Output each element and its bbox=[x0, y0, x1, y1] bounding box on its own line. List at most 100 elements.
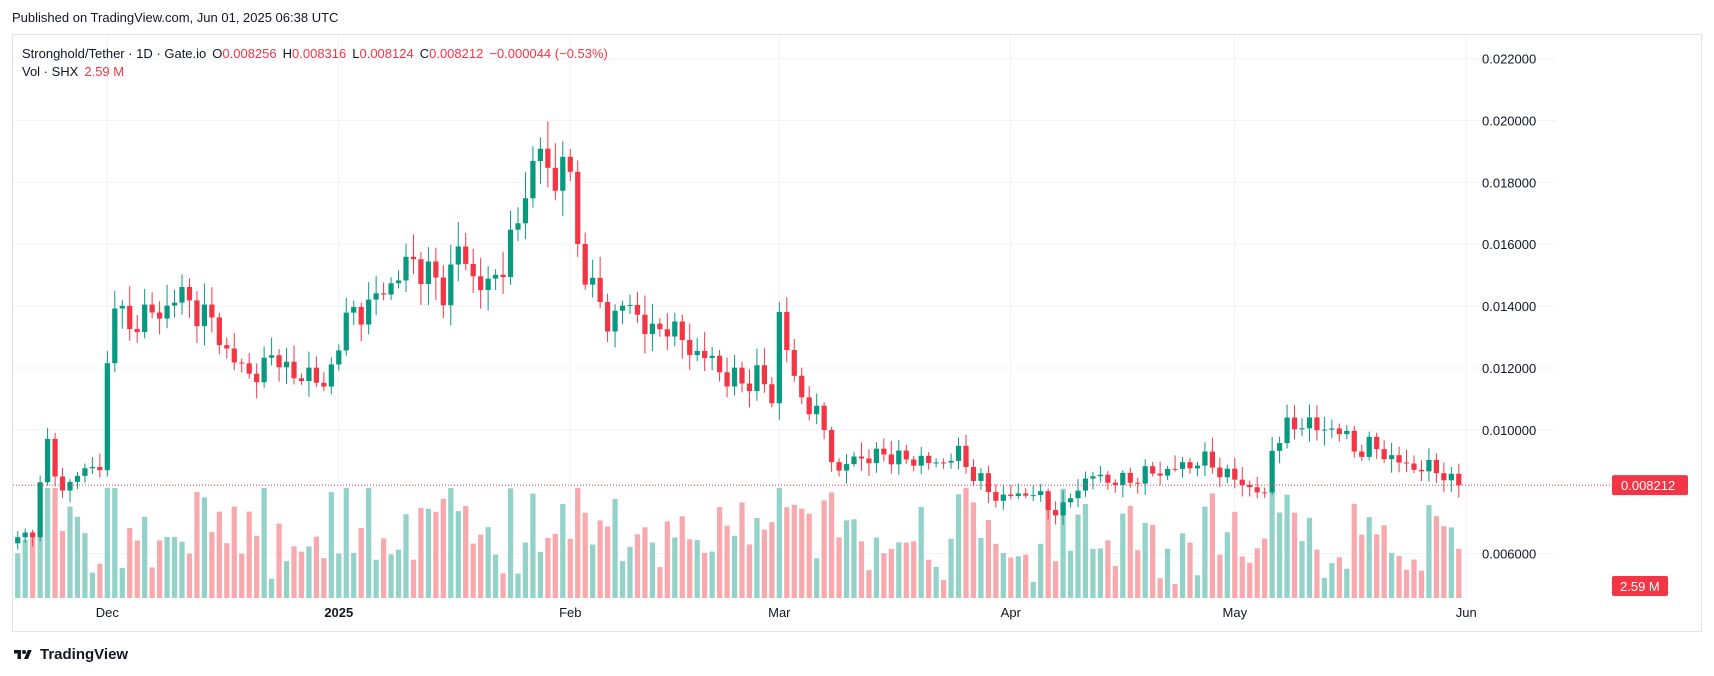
candle-body bbox=[201, 304, 208, 327]
candle-body bbox=[1366, 436, 1372, 457]
volume-bar bbox=[1172, 584, 1178, 598]
volume-bar bbox=[1164, 548, 1171, 598]
volume-bar bbox=[731, 535, 738, 598]
volume-bar bbox=[52, 488, 58, 598]
candle-body bbox=[1262, 492, 1268, 494]
candle-body bbox=[687, 340, 693, 356]
candle-body bbox=[351, 306, 357, 313]
volume-bar bbox=[1030, 581, 1036, 598]
candle-body bbox=[276, 355, 282, 368]
candle-body bbox=[224, 345, 230, 349]
candle-body bbox=[507, 229, 514, 278]
volume-bar bbox=[1008, 557, 1014, 598]
candle-body bbox=[97, 467, 103, 471]
candle-body bbox=[731, 367, 738, 387]
candle-body bbox=[1067, 498, 1074, 503]
volume-bar bbox=[156, 540, 163, 598]
legend-open-label: O bbox=[212, 46, 223, 61]
candle-body bbox=[843, 464, 850, 471]
candle-body bbox=[590, 277, 596, 285]
candle-body bbox=[268, 355, 275, 358]
candle-body bbox=[881, 448, 887, 455]
y-tick-label: 0.006000 bbox=[1482, 547, 1536, 562]
volume-bar bbox=[1291, 512, 1298, 598]
candle-body bbox=[873, 448, 880, 464]
volume-bar bbox=[1411, 559, 1417, 598]
candle-body bbox=[112, 308, 118, 364]
volume-bar bbox=[1374, 534, 1380, 598]
volume-bar bbox=[560, 504, 566, 598]
volume-bar bbox=[164, 536, 170, 598]
candle-body bbox=[560, 156, 566, 191]
candle-body bbox=[1038, 491, 1044, 496]
candle-body bbox=[366, 299, 372, 325]
candle-body bbox=[1209, 451, 1216, 468]
volume-bar bbox=[1426, 505, 1432, 598]
candle-body bbox=[530, 161, 536, 199]
volume-bar bbox=[791, 504, 797, 598]
candle-body bbox=[582, 243, 588, 285]
volume-bar bbox=[948, 538, 954, 598]
candle-body bbox=[1329, 428, 1335, 430]
candle-body bbox=[59, 476, 66, 491]
legend-volume-label[interactable]: Vol · SHX bbox=[22, 64, 79, 79]
volume-bar bbox=[485, 527, 491, 598]
volume-bar bbox=[1082, 504, 1089, 598]
candle-body bbox=[1090, 476, 1096, 479]
volume-bar bbox=[15, 553, 21, 598]
volume-bar bbox=[1224, 532, 1230, 598]
candle-body bbox=[702, 350, 708, 359]
candle-body bbox=[769, 384, 775, 404]
candle-body bbox=[537, 148, 544, 162]
x-tick-label: Feb bbox=[559, 605, 581, 620]
volume-bar bbox=[1388, 552, 1395, 598]
candle-body bbox=[164, 305, 170, 319]
legend-close-value: 0.008212 bbox=[429, 46, 484, 61]
candle-body bbox=[1276, 443, 1283, 451]
candle-body bbox=[403, 256, 409, 281]
candle-body bbox=[209, 304, 215, 318]
candle-body bbox=[1247, 484, 1253, 488]
candle-body bbox=[291, 361, 297, 379]
x-tick-label: Jun bbox=[1456, 605, 1477, 620]
candle-body bbox=[612, 310, 618, 332]
candle-body bbox=[1433, 460, 1440, 474]
volume-bar bbox=[1000, 553, 1006, 598]
volume-bar bbox=[1038, 543, 1044, 598]
volume-bar bbox=[1015, 556, 1021, 598]
volume-bar bbox=[1135, 550, 1141, 598]
volume-bar bbox=[261, 488, 267, 598]
legend-symbol[interactable]: Stronghold/Tether · 1D · Gate.io bbox=[22, 46, 207, 61]
volume-bar bbox=[590, 544, 596, 598]
volume-bar bbox=[82, 533, 88, 598]
volume-bar bbox=[313, 536, 320, 598]
candle-body bbox=[67, 481, 73, 491]
volume-bar bbox=[1306, 517, 1313, 598]
volume-bar bbox=[597, 520, 603, 598]
candle-body bbox=[1127, 472, 1133, 483]
volume-bar bbox=[769, 522, 775, 598]
candle-body bbox=[940, 462, 947, 464]
volume-bar bbox=[978, 537, 984, 598]
volume-bar bbox=[1366, 517, 1372, 598]
volume-bar bbox=[1105, 540, 1111, 598]
candle-body bbox=[1351, 430, 1357, 452]
candle-body bbox=[672, 321, 678, 337]
legend-change: −0.000044 (−0.53%) bbox=[489, 46, 608, 61]
candle-body bbox=[492, 274, 499, 279]
candle-body bbox=[1000, 494, 1006, 501]
candle-body bbox=[896, 450, 902, 465]
y-tick-label: 0.010000 bbox=[1482, 423, 1536, 438]
volume-bar bbox=[1142, 522, 1148, 598]
candle-body bbox=[1306, 417, 1313, 429]
candle-body bbox=[1172, 468, 1178, 470]
volume-bar bbox=[403, 514, 409, 598]
candle-body bbox=[119, 305, 125, 309]
volume-badge-text: 2.59 M bbox=[1620, 579, 1660, 594]
volume-bar bbox=[1329, 563, 1335, 598]
volume-bar bbox=[1045, 499, 1051, 598]
candle-body bbox=[664, 329, 670, 337]
tradingview-brand[interactable]: TradingView bbox=[12, 646, 128, 663]
candle-body bbox=[1052, 510, 1059, 516]
